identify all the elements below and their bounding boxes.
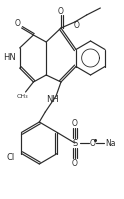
Text: Na: Na: [105, 139, 115, 147]
Text: S: S: [72, 139, 77, 147]
Text: NH: NH: [46, 96, 59, 104]
Text: Cl: Cl: [6, 153, 15, 163]
Text: O: O: [72, 158, 78, 168]
Text: O: O: [58, 7, 64, 16]
Text: O: O: [72, 118, 78, 128]
Text: O: O: [15, 20, 21, 28]
Text: CH₃: CH₃: [17, 94, 28, 99]
Text: HN: HN: [3, 54, 16, 62]
Text: O: O: [74, 20, 80, 29]
Text: O: O: [90, 139, 95, 147]
